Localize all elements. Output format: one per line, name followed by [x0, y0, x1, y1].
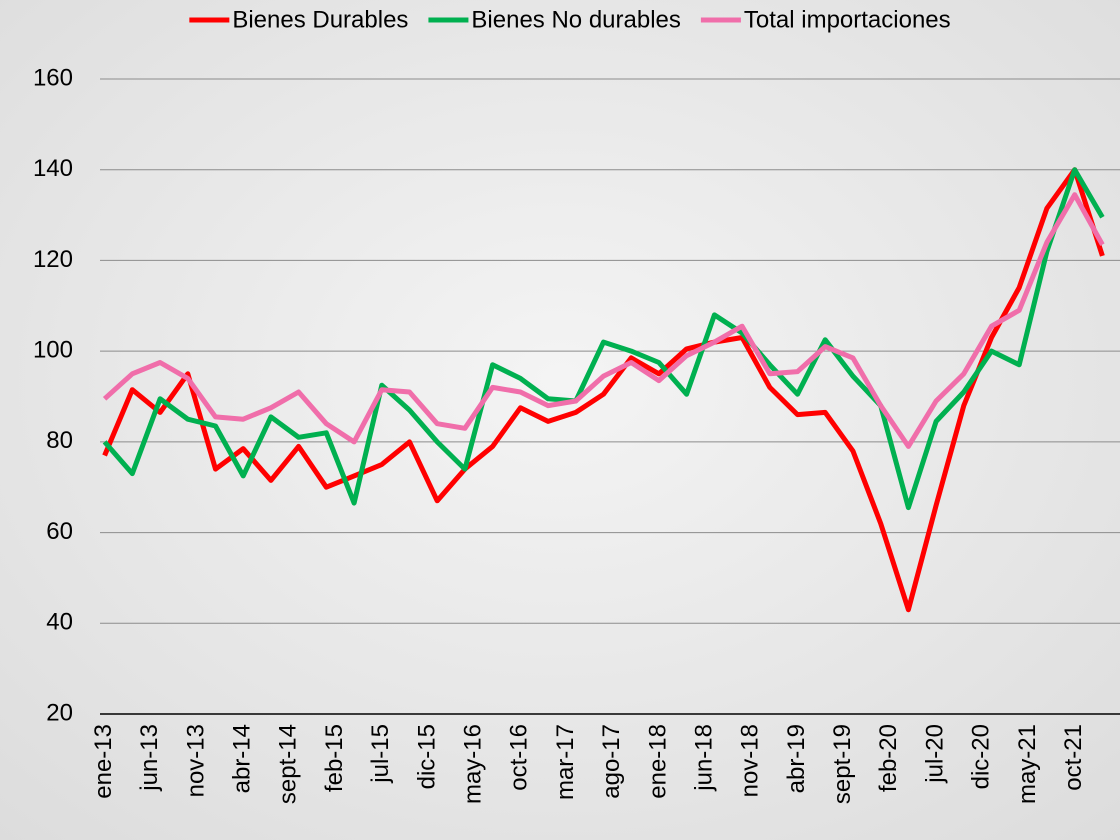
chart: 20 40 60 80 100 120 140 160 ene-13 jun-13 nov-13 ab…: [0, 0, 1120, 840]
y-tick-label: 100: [33, 336, 73, 363]
x-tick-label: feb-20: [875, 724, 902, 792]
x-tick-label: feb-15: [321, 724, 348, 792]
x-tick-label: mar-17: [552, 724, 579, 800]
x-tick-label: abr-14: [229, 724, 256, 793]
y-tick-label: 160: [33, 64, 73, 91]
x-tick-label: sept-14: [275, 724, 302, 804]
x-tick-label: nov-18: [737, 724, 764, 797]
x-tick-label: jul-15: [367, 724, 394, 784]
y-tick-label: 120: [33, 246, 73, 273]
x-tick-label: jun-18: [690, 724, 717, 792]
x-tick-label: sept-19: [829, 724, 856, 804]
x-tick-label: ene-18: [644, 724, 671, 799]
x-tick-label: ene-13: [90, 724, 117, 799]
y-tick-label: 60: [46, 518, 73, 545]
x-tick-label: oct-16: [506, 724, 533, 791]
x-tick-label: dic-20: [968, 724, 995, 789]
y-tick-label: 20: [46, 699, 73, 726]
legend-label: Bienes Durables: [232, 6, 408, 33]
y-tick-label: 140: [33, 155, 73, 182]
y-tick-label: 80: [46, 427, 73, 454]
x-tick-label: abr-19: [783, 724, 810, 793]
x-tick-label: jun-13: [136, 724, 163, 792]
x-tick-label: nov-13: [182, 724, 209, 797]
x-tick-label: ago-17: [598, 724, 625, 799]
legend-label: Bienes No durables: [471, 6, 680, 33]
x-tick-label: may-21: [1014, 724, 1041, 804]
x-tick-label: may-16: [460, 724, 487, 804]
legend-label: Total importaciones: [744, 6, 951, 33]
x-tick-label: oct-21: [1060, 724, 1087, 791]
page: {"chart_data": {"type": "line", "x": [0,…: [0, 0, 1120, 840]
x-tick-label: dic-15: [413, 724, 440, 789]
y-tick-label: 40: [46, 609, 73, 636]
x-tick-label: jul-20: [921, 724, 948, 784]
legend: Bienes Durables Bienes No durables Total i…: [189, 6, 950, 33]
